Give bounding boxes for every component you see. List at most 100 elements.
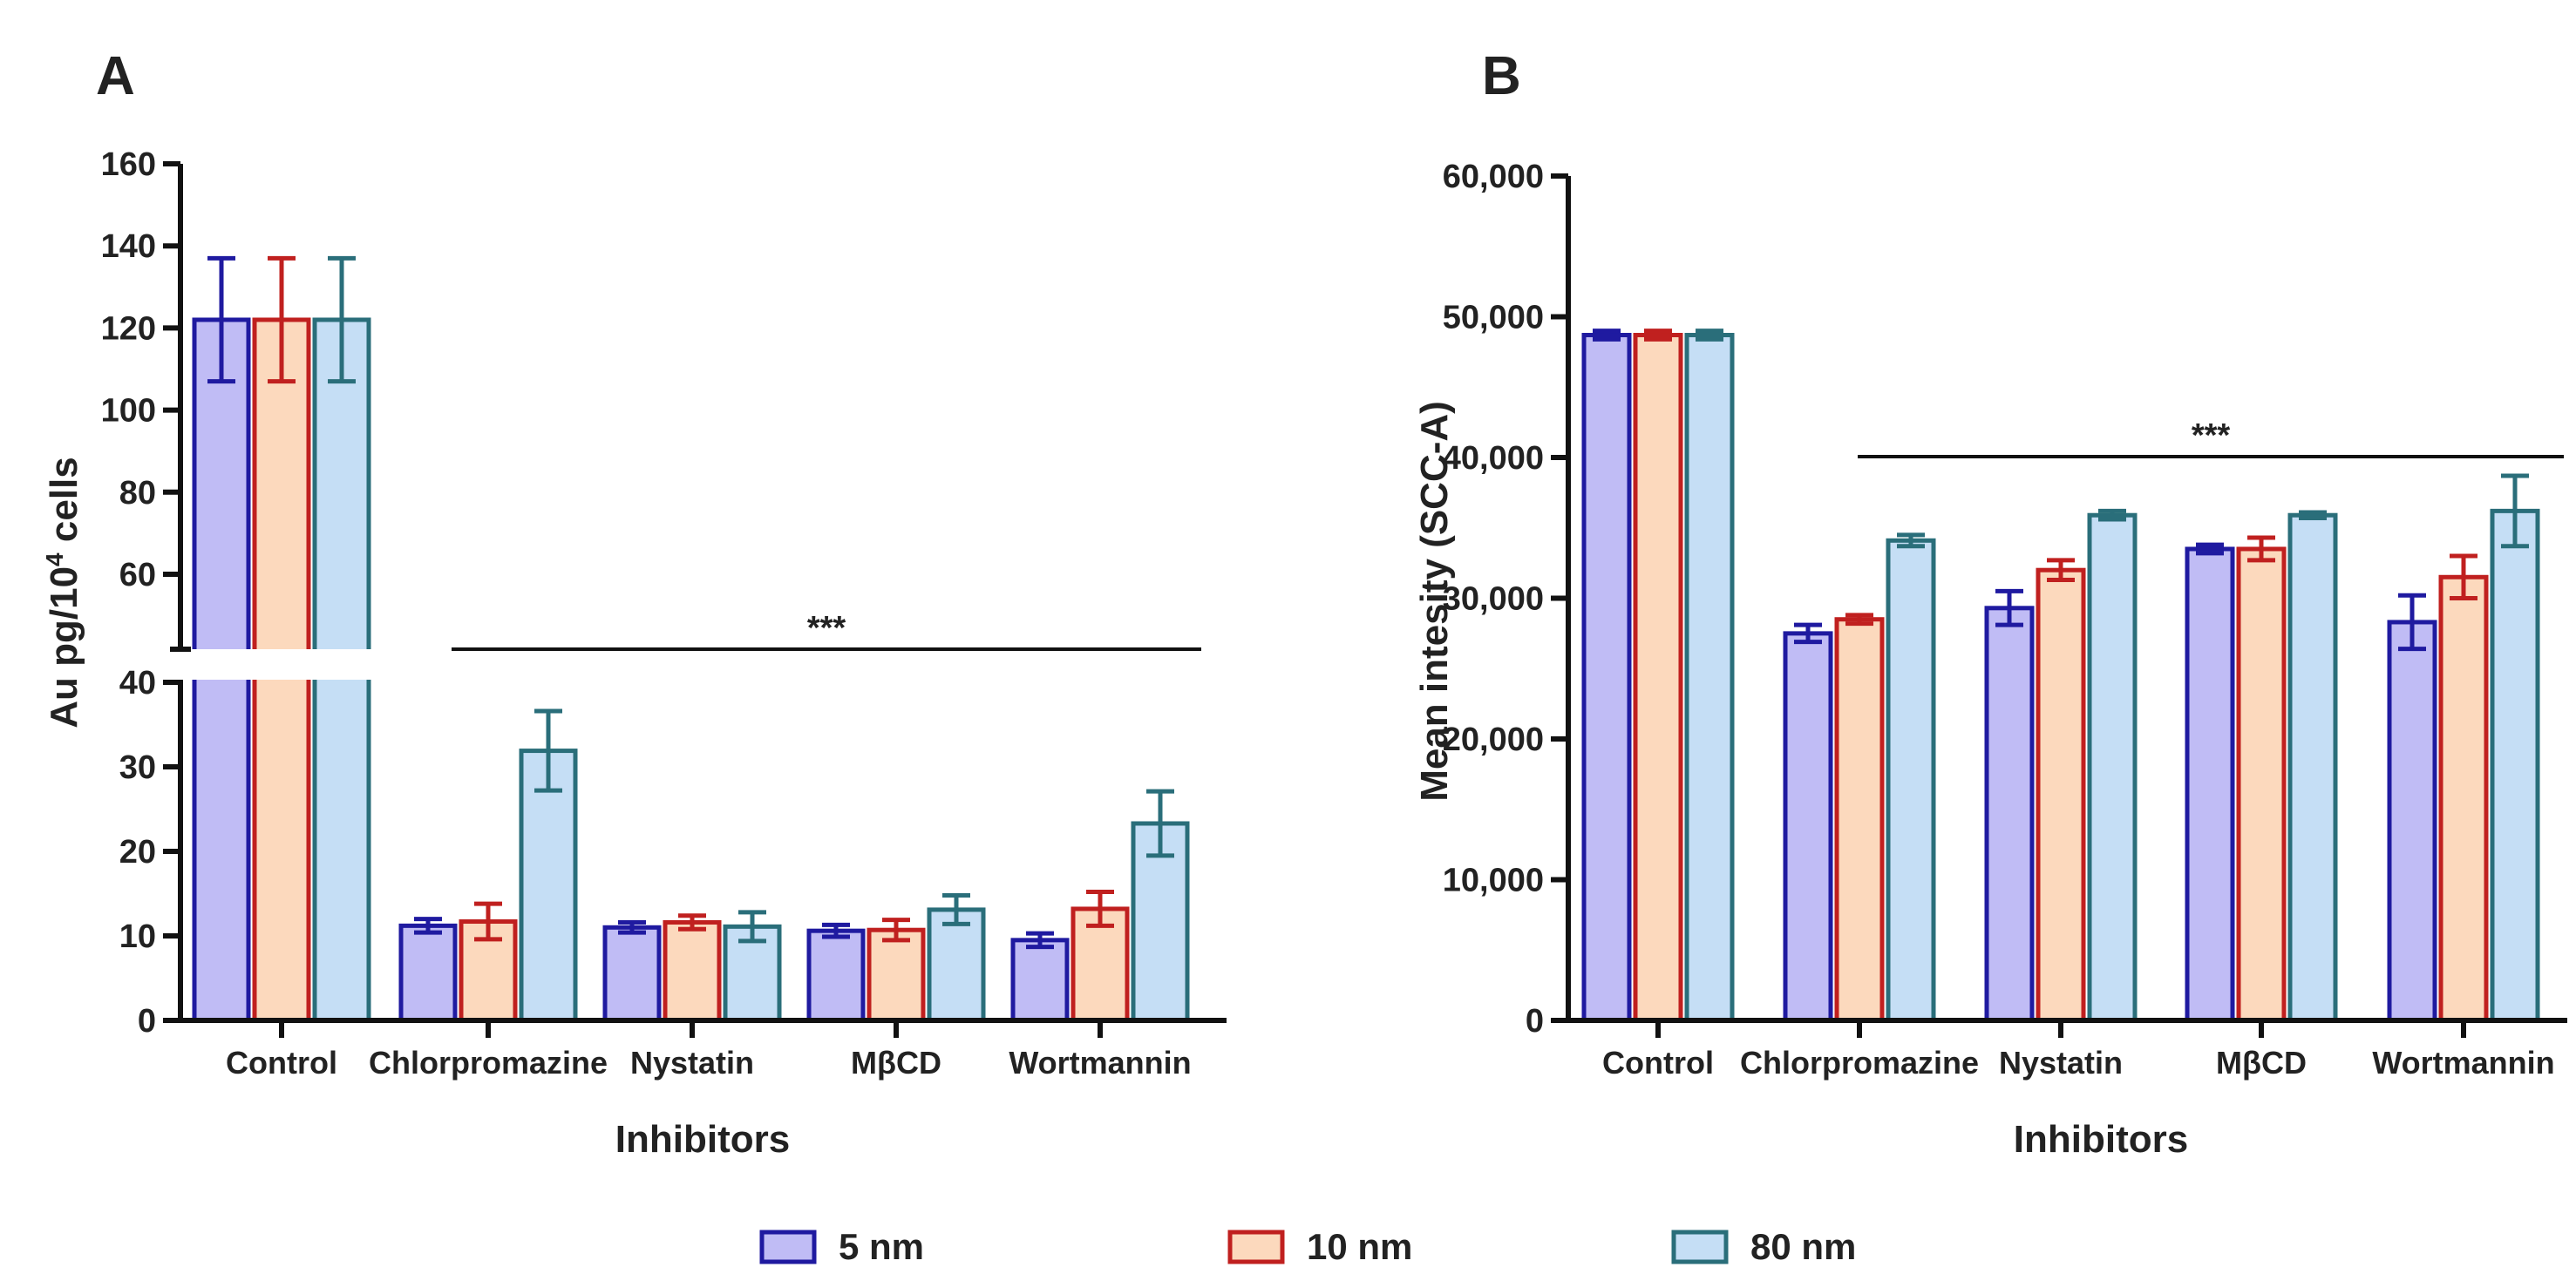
bar-b-1-3 [2236,546,2287,1023]
y-tick-label: 20,000 [1443,722,1544,758]
error-bar [618,919,646,935]
bar-a-2-1 [519,749,578,1023]
error-bar [2098,508,2126,522]
bar-a-0-1 [398,923,458,1023]
bar-a-0-3 [806,928,866,1023]
y-tick-label: 60,000 [1443,159,1544,195]
x-tick-label: Nystatin [1999,1045,2123,1081]
y-tick-label: 10,000 [1443,863,1544,899]
error-bar [678,913,706,932]
y-axis-title: Mean intesity (SCC-A) [1413,401,1456,802]
bar-a-0-2 [602,925,662,1023]
bar-b-1-2 [2036,567,2086,1023]
chart-a: 0 10 20 30 40 60 80 100 120 140 160 Control Chlorpro… [41,146,1227,1161]
x-tick-label: MβCD [2216,1045,2307,1081]
x-axis-title: Inhibitors [2014,1118,2188,1161]
x-tick-label: Nystatin [630,1045,754,1081]
legend: 5 nm 10 nm 80 nm [759,1226,1856,1267]
error-bar [328,255,356,384]
error-bar [207,255,235,384]
bar-b-2-1 [1886,538,1936,1023]
y-tick-label: 60 [119,557,156,593]
error-bar [1794,622,1822,645]
y-tick-label: 120 [101,310,156,347]
axis-break-gap [163,649,377,680]
bar-b-1-4 [2438,574,2489,1023]
y-tick-label: 80 [119,475,156,512]
y-tick-label: 0 [1526,1003,1544,1040]
bar-b-0-0 [1581,332,1632,1023]
error-bar [2450,553,2477,600]
y-tick-label: 50,000 [1443,300,1544,336]
error-bar [822,922,850,939]
x-tick-label: Chlorpromazine [1740,1045,1979,1081]
y-tick-label: 100 [101,393,156,430]
x-axis-title: Inhibitors [615,1118,790,1161]
x-tick-label: Control [1602,1045,1714,1081]
y-tick-label: 40 [119,665,156,701]
legend-label-0: 5 nm [839,1226,924,1267]
panel-label-b: B [1482,46,1521,106]
y-axis-title-main: Au pg/10 [43,566,85,728]
y-tick-label: 40,000 [1443,440,1544,477]
y-tick-label: 160 [101,146,156,183]
error-bar [942,892,970,926]
bar-b-2-3 [2287,512,2338,1023]
x-tick-label: Wortmannin [2372,1045,2554,1081]
error-bar [2501,473,2529,549]
error-bar [268,255,296,384]
error-bar [2398,593,2426,652]
legend-swatch-0 [759,1230,817,1264]
bar-b-0-1 [1783,631,1833,1023]
error-bar [534,708,562,793]
error-bar [1845,613,1873,627]
legend-label-2: 80 nm [1750,1226,1856,1267]
chart-b: 0 10,000 20,000 30,000 40,000 50,000 60,000 Con… [1413,159,2567,1161]
error-bar [2247,535,2275,563]
legend-swatch-1 [1227,1230,1285,1264]
error-bar [1897,532,1925,549]
error-bar [1644,329,1672,342]
legend-label-1: 10 nm [1307,1226,1412,1267]
error-bar [882,918,910,943]
error-bar [1696,329,1723,342]
bar-b-2-4 [2490,508,2540,1023]
error-bar [414,917,442,935]
bar-b-1-1 [1834,617,1885,1023]
error-bar [1593,329,1621,342]
error-bar [474,901,502,942]
panel-label-a: A [96,46,135,106]
x-tick-label: MβCD [851,1045,941,1081]
significance-stars: *** [2192,417,2231,454]
error-bar [1995,588,2023,627]
y-axis-title-sup: 4 [41,552,68,566]
bar-b-0-4 [2387,620,2437,1023]
error-bar [2299,510,2327,520]
bar-a-1-3 [867,927,926,1023]
y-axis-title-suffix: cells [43,457,85,552]
error-bar [1026,931,1054,950]
error-bar [738,910,766,944]
y-tick-label: 20 [119,834,156,871]
x-tick-label: Control [226,1045,337,1081]
y-axis-title-main: Mean intesity (SCC-A) [1413,401,1456,802]
y-axis-title: Au pg/104 cells [41,457,85,728]
bar-b-1-0 [1633,332,1683,1023]
x-tick-label: Wortmannin [1009,1045,1191,1081]
bar-a-1-2 [663,919,722,1023]
y-tick-label: 140 [101,228,156,265]
y-tick-label: 10 [119,918,156,955]
error-bar [1146,789,1174,858]
bar-a-0-4 [1010,938,1070,1023]
bar-a-2-3 [927,907,986,1023]
y-tick-label: 30,000 [1443,581,1544,618]
y-tick-label: 30 [119,749,156,786]
y-tick-label: 0 [138,1003,156,1040]
bar-b-2-2 [2087,512,2138,1023]
bar-b-0-3 [2185,546,2235,1023]
error-bar [1086,890,1114,928]
bar-b-2-0 [1684,332,1735,1023]
significance-stars: *** [807,610,846,647]
legend-swatch-2 [1671,1230,1729,1264]
